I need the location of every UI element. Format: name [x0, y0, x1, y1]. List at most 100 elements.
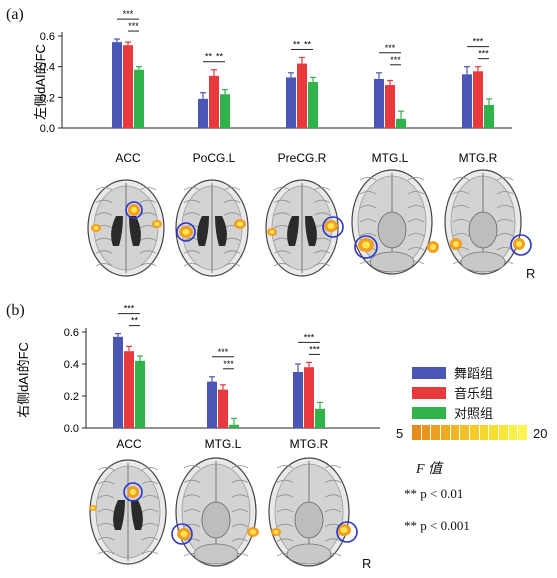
significance-marker: *** — [478, 49, 489, 59]
ventricle-left — [197, 216, 209, 246]
brainstem — [201, 501, 231, 539]
legend-item-dance: 舞蹈组 — [412, 363, 493, 382]
gyrus-line — [183, 479, 249, 484]
gyrus-line — [95, 250, 157, 254]
gyrus-line — [276, 494, 342, 498]
bar-对照组-MTG.R — [484, 105, 494, 128]
gyrus-line — [273, 199, 331, 204]
significance-marker: *** — [473, 37, 484, 47]
activation-core — [180, 531, 188, 537]
legend-item-control: 对照组 — [412, 403, 493, 422]
ventricle-right — [215, 216, 227, 246]
activation-core — [237, 221, 243, 227]
gyrus-line — [97, 537, 159, 541]
bar-音乐组-MTG.R — [304, 367, 314, 428]
activation-core — [91, 506, 95, 510]
gyrus-line — [95, 187, 157, 191]
gyrus-line — [359, 219, 425, 223]
roi-circle — [510, 234, 532, 256]
bar-舞蹈组-ACC — [112, 42, 122, 129]
activation-core — [327, 223, 335, 229]
gyrus-line — [452, 219, 514, 223]
activation-core — [340, 527, 348, 533]
bar-对照组-PoCG.L — [220, 94, 230, 128]
bar-舞蹈组-MTG.L — [374, 78, 384, 128]
sig-note-2: ** p < 0.001 — [404, 518, 470, 533]
y-tick-label: 0.6 — [64, 327, 79, 339]
brain-row-a — [87, 169, 532, 277]
brainstem — [468, 211, 498, 249]
legend-swatch-music — [412, 386, 446, 399]
significance-marker: ** — [293, 39, 301, 49]
y-tick-label: 0.0 — [64, 423, 79, 435]
y-tick-label: 0.4 — [64, 359, 79, 371]
legend-item-music: 音乐组 — [412, 383, 493, 402]
gyrus-line — [95, 263, 157, 267]
bar-舞蹈组-MTG.R — [462, 74, 472, 128]
significance-marker: ** — [131, 316, 139, 326]
significance-marker: *** — [124, 304, 135, 314]
gyrus-line — [97, 495, 159, 499]
gyrus-line — [97, 481, 159, 485]
x-tick-label: PoCG.L — [193, 151, 236, 165]
gyrus-line — [359, 205, 425, 209]
significance-marker: *** — [223, 359, 234, 369]
hemisphere-mark-b: R — [362, 556, 372, 571]
bar-舞蹈组-PreCG.R — [286, 77, 296, 128]
significance-marker: ** — [304, 39, 312, 49]
hemisphere-mark-a: R — [526, 266, 536, 281]
bar-音乐组-PreCG.R — [297, 63, 307, 128]
brain-slice — [171, 457, 259, 567]
x-tick-label: MTG.R — [290, 437, 329, 451]
ventricle-left — [111, 216, 123, 246]
gyrus-line — [273, 212, 331, 216]
gyrus-line — [97, 467, 159, 471]
activation-core — [273, 530, 279, 534]
bar-舞蹈组-PoCG.L — [198, 98, 208, 128]
activation-core — [430, 244, 436, 250]
y-tick-label: 0.2 — [64, 391, 79, 403]
gyrus-line — [452, 233, 514, 237]
gyrus-line — [183, 538, 249, 542]
roi-circle — [123, 482, 143, 502]
bar-舞蹈组-ACC — [113, 336, 123, 428]
bar-对照组-ACC — [134, 69, 144, 128]
gyrus-line — [276, 509, 342, 513]
x-tick-label: ACC — [115, 151, 141, 165]
x-tick-label: MTG.L — [205, 437, 242, 451]
activation-core — [154, 222, 160, 226]
bar-音乐组-ACC — [124, 351, 134, 428]
roi-circle — [125, 201, 143, 219]
cerebellum — [369, 251, 415, 273]
gyrus-line — [452, 191, 514, 195]
bar-音乐组-MTG.L — [385, 85, 395, 128]
legend-swatch-dance — [412, 366, 446, 379]
ventricle-right — [305, 216, 317, 246]
activation-core — [516, 241, 522, 247]
y-tick-label: 0.6 — [40, 31, 55, 43]
gyrus-line — [183, 494, 249, 498]
f-value-colorbar — [412, 425, 529, 440]
significance-marker: *** — [309, 344, 320, 354]
gyrus-line — [276, 538, 342, 542]
y-axis-title: 左侧dAI的FC — [33, 44, 48, 120]
scale-min-label: 5 — [396, 426, 404, 441]
gyrus-line — [183, 199, 241, 204]
activation-core — [269, 230, 275, 234]
gyrus-line — [183, 250, 241, 254]
brain-slice — [87, 179, 165, 277]
bar-对照组-MTG.L — [229, 424, 239, 428]
legend-swatch-control — [412, 406, 446, 419]
gyrus-line — [183, 465, 249, 469]
ventricle-right — [129, 216, 141, 246]
significance-marker: *** — [385, 43, 396, 53]
panel-label-a: (a) — [6, 6, 24, 23]
gyrus-line — [95, 199, 157, 204]
roi-circle — [322, 216, 344, 238]
brain-slice — [175, 179, 249, 277]
brain-slice — [268, 457, 358, 567]
legend-label-control: 对照组 — [454, 406, 494, 421]
roi-circle — [354, 235, 378, 259]
significance-marker: *** — [390, 55, 401, 65]
